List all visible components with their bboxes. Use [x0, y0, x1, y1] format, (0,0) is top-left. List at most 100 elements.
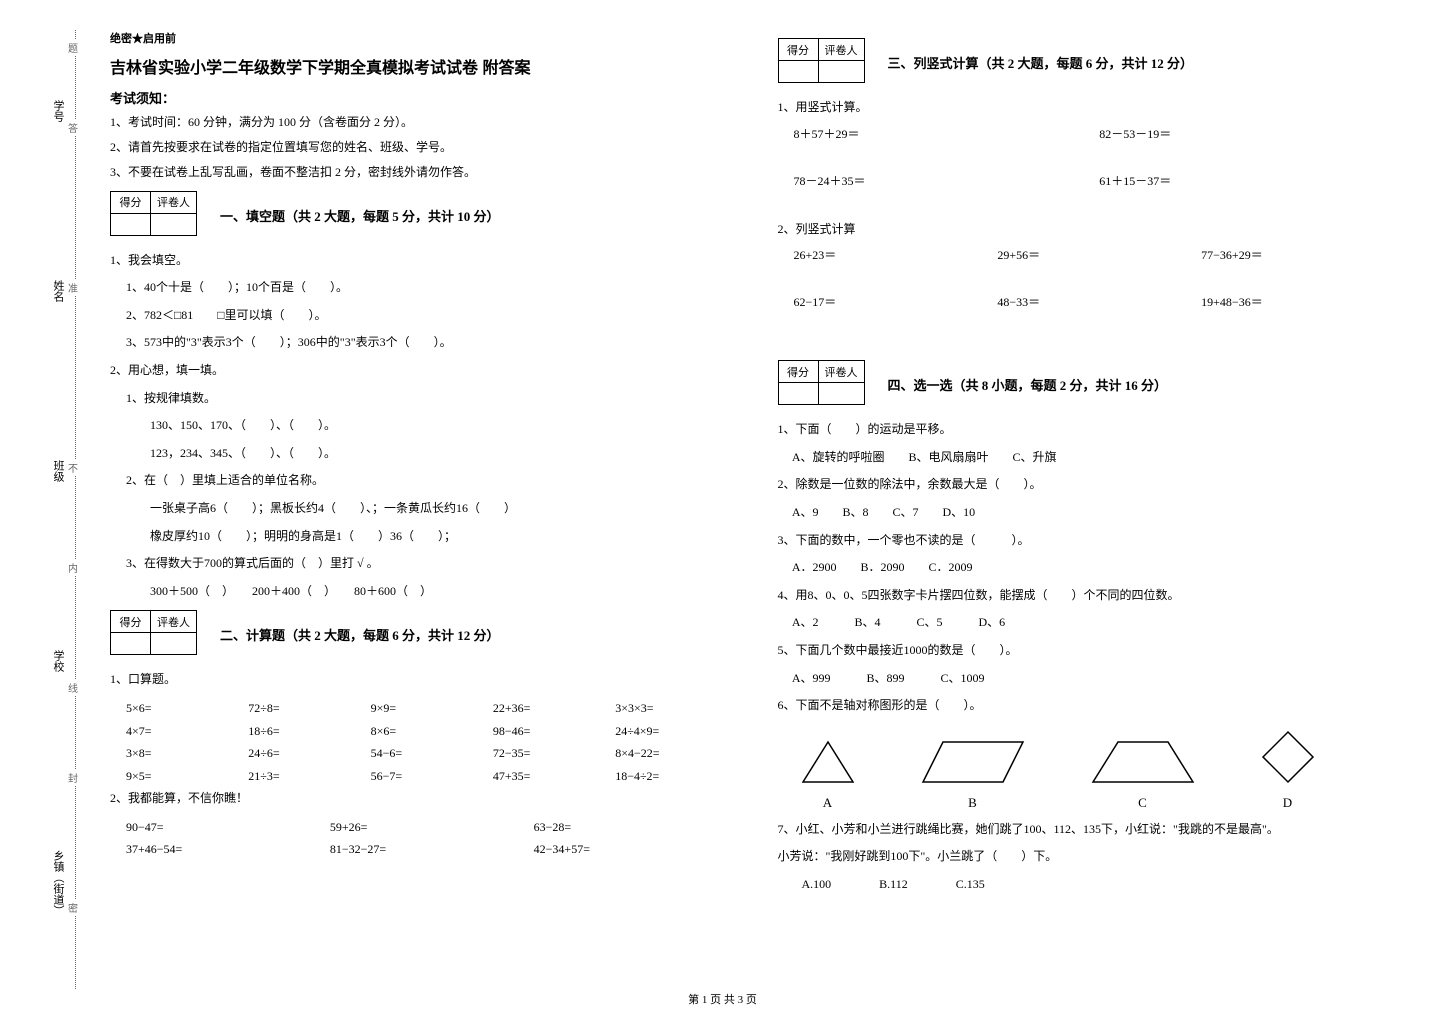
- seal-char: 答: [68, 120, 78, 135]
- calc-row: 9×5= 21÷3= 56−7= 47+35= 18−4÷2=: [126, 765, 738, 788]
- score-cell: [778, 383, 818, 405]
- exam-title: 吉林省实验小学二年级数学下学期全真模拟考试试卷 附答案: [110, 54, 738, 78]
- binding-margin: 乡镇（街道） 学校 班级 姓名 学号 密 封 线 内 不 准 答 题: [0, 0, 90, 1019]
- seal-char: 线: [68, 680, 78, 695]
- s1-q2-item: 2、在（ ）里填上适合的单位名称。: [126, 470, 738, 492]
- s1-q2-item: 300＋500（ ） 200＋400（ ） 80＋600（ ）: [126, 581, 738, 603]
- score-label: 得分: [111, 191, 151, 213]
- calc-cell: 72÷8=: [248, 697, 370, 720]
- calc-cell: 22+36=: [493, 697, 615, 720]
- calc-cell: 61＋15－37＝: [1099, 172, 1405, 189]
- s4-item: A、9 B、8 C、7 D、10: [778, 502, 1406, 524]
- section-4-title: 四、选一选（共 8 小题，每题 2 分，共计 16 分）: [888, 375, 1168, 394]
- calc-cell: 54−6=: [371, 742, 493, 765]
- s1-q2-item: 123，234、345、（ ）、（ ）。: [126, 443, 738, 465]
- grader-label: 评卷人: [818, 39, 864, 61]
- margin-field-school: 学校: [50, 650, 66, 672]
- s4-q7-line: 小芳说："我刚好跳到100下"。小兰跳了（ ）下。: [778, 846, 1406, 868]
- s2-q1-stem: 1、口算题。: [110, 669, 738, 691]
- calc-cell: 3×8=: [126, 742, 248, 765]
- margin-field-township: 乡镇（街道）: [50, 850, 66, 916]
- vertical-calc-row: 26+23＝ 29+56＝ 77−36+29＝: [794, 246, 1406, 263]
- shape-rhombus: D: [1258, 727, 1318, 811]
- calc-cell: 42−34+57=: [534, 838, 738, 861]
- calc-cell: 63−28=: [534, 816, 738, 839]
- calc-cell: 18÷6=: [248, 720, 370, 743]
- s1-q1-item: 2、782＜□81 □里可以填（ ）。: [126, 305, 738, 327]
- score-label: 得分: [778, 39, 818, 61]
- section-2-header: 得分评卷人 二、计算题（共 2 大题，每题 6 分，共计 12 分）: [110, 610, 738, 659]
- score-box: 得分评卷人: [778, 38, 865, 83]
- s4-item: 3、下面的数中，一个零也不读的是（ ）。: [778, 530, 1406, 552]
- triangle-icon: [798, 737, 858, 787]
- s1-q2-item: 3、在得数大于700的算式后面的（ ）里打 √ 。: [126, 553, 738, 575]
- grader-label: 评卷人: [151, 611, 197, 633]
- seal-dotted-line: [75, 30, 76, 989]
- score-cell: [111, 213, 151, 235]
- grader-cell: [151, 633, 197, 655]
- s1-q1-stem: 1、我会填空。: [110, 250, 738, 272]
- calc-cell: 59+26=: [330, 816, 534, 839]
- s1-q2-item: 橡皮厚约10（ ）；明明的身高是1（ ）36（ ）；: [126, 526, 738, 548]
- calc-cell: 56−7=: [371, 765, 493, 788]
- score-box: 得分评卷人: [110, 610, 197, 655]
- calc-cell: 18−4÷2=: [615, 765, 737, 788]
- grader-cell: [818, 61, 864, 83]
- s1-q2-item: 1、按规律填数。: [126, 388, 738, 410]
- s4-item: 1、下面（ ）的运动是平移。: [778, 419, 1406, 441]
- calc-cell: 4×7=: [126, 720, 248, 743]
- s4-item: A、2 B、4 C、5 D、6: [778, 612, 1406, 634]
- calc-cell: 24÷6=: [248, 742, 370, 765]
- exam-notice-label: 考试须知：: [110, 88, 738, 107]
- calc-cell: 8×6=: [371, 720, 493, 743]
- s3-q1-stem: 1、用竖式计算。: [778, 97, 1406, 119]
- s4-q7-line: A.100 B.112 C.135: [778, 874, 1406, 896]
- calc-cell: 37+46−54=: [126, 838, 330, 861]
- calc-cell: 9×9=: [371, 697, 493, 720]
- section-2-title: 二、计算题（共 2 大题，每题 6 分，共计 12 分）: [220, 625, 500, 644]
- shape-label: B: [918, 795, 1028, 811]
- grader-label: 评卷人: [818, 361, 864, 383]
- s1-q2-item: 一张桌子高6（ ）；黑板长约4（ ）、；一条黄瓜长约16（ ）: [126, 498, 738, 520]
- calc-cell: 47+35=: [493, 765, 615, 788]
- score-box: 得分评卷人: [778, 360, 865, 405]
- calc-cell: 98−46=: [493, 720, 615, 743]
- shape-label: D: [1258, 795, 1318, 811]
- vertical-calc-row: 8＋57＋29＝ 82－53－19＝: [794, 125, 1406, 142]
- shape-parallelogram: B: [918, 737, 1028, 811]
- calc-cell: 90−47=: [126, 816, 330, 839]
- section-4-header: 得分评卷人 四、选一选（共 8 小题，每题 2 分，共计 16 分）: [778, 360, 1406, 409]
- calc-row: 37+46−54= 81−32−27= 42−34+57=: [126, 838, 738, 861]
- confidential-label: 绝密★启用前: [110, 30, 738, 46]
- s4-item: A．2900 B．2090 C．2009: [778, 557, 1406, 579]
- calc-cell: 24÷4×9=: [615, 720, 737, 743]
- calc-cell: 78－24＋35＝: [794, 172, 1100, 189]
- calc-cell: 5×6=: [126, 697, 248, 720]
- calc-row: 5×6= 72÷8= 9×9= 22+36= 3×3×3=: [126, 697, 738, 720]
- calc-cell: 3×3×3=: [615, 697, 737, 720]
- calc-cell: 19+48−36＝: [1201, 293, 1405, 310]
- s4-item: 2、除数是一位数的除法中，余数最大是（ ）。: [778, 474, 1406, 496]
- section-3-title: 三、列竖式计算（共 2 大题，每题 6 分，共计 12 分）: [888, 53, 1194, 72]
- margin-field-class: 班级: [50, 460, 66, 482]
- trapezoid-icon: [1088, 737, 1198, 787]
- score-label: 得分: [111, 611, 151, 633]
- instruction-2: 2、请首先按要求在试卷的指定位置填写您的姓名、班级、学号。: [110, 138, 738, 157]
- page-body: 绝密★启用前 吉林省实验小学二年级数学下学期全真模拟考试试卷 附答案 考试须知：…: [0, 0, 1445, 960]
- grader-label: 评卷人: [151, 191, 197, 213]
- seal-char: 准: [68, 280, 78, 295]
- score-label: 得分: [778, 361, 818, 383]
- vertical-calc-row: 78－24＋35＝ 61＋15－37＝: [794, 172, 1406, 189]
- section-3-header: 得分评卷人 三、列竖式计算（共 2 大题，每题 6 分，共计 12 分）: [778, 38, 1406, 87]
- calc-cell: 72−35=: [493, 742, 615, 765]
- shape-label: C: [1088, 795, 1198, 811]
- instruction-3: 3、不要在试卷上乱写乱画，卷面不整洁扣 2 分，密封线外请勿作答。: [110, 163, 738, 182]
- calc-row: 3×8= 24÷6= 54−6= 72−35= 8×4−22=: [126, 742, 738, 765]
- calc-cell: 77−36+29＝: [1201, 246, 1405, 263]
- calc-cell: 21÷3=: [248, 765, 370, 788]
- calc-cell: 48−33＝: [997, 293, 1201, 310]
- s1-q2-stem: 2、用心想，填一填。: [110, 360, 738, 382]
- s4-item: 5、下面几个数中最接近1000的数是（ ）。: [778, 640, 1406, 662]
- seal-char: 题: [68, 40, 78, 55]
- vertical-calc-row: 62−17＝ 48−33＝ 19+48−36＝: [794, 293, 1406, 310]
